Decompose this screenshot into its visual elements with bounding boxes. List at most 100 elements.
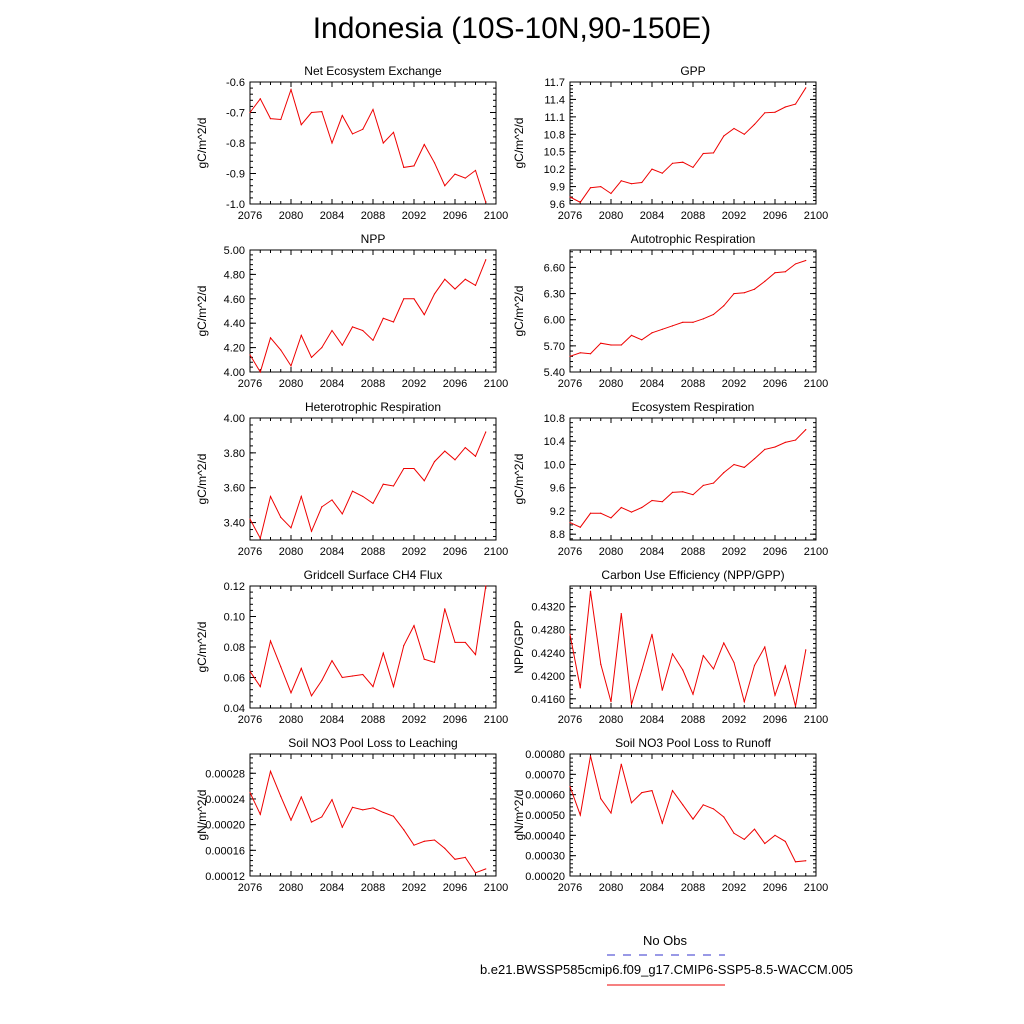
y-tick-label: 0.00020 xyxy=(205,820,245,832)
data-point xyxy=(474,455,477,457)
legend-run-label: b.e21.BWSSP585cmip6.f09_g17.CMIP6-SSP5-8… xyxy=(479,962,854,977)
plot-frame xyxy=(249,249,497,373)
panel-7: Gridcell Surface CH4 Flux 2076 2080 2084 208… xyxy=(195,568,508,726)
y-tick-label: 10.0 xyxy=(544,459,565,471)
panel-5: Heterotrophic Respiration 2076 2080 2084 208… xyxy=(195,400,508,558)
x-tick-label: 2076 xyxy=(238,378,262,390)
data-point xyxy=(692,693,694,695)
y-tick-label: 0.00016 xyxy=(205,845,245,857)
y-tick-label: 11.4 xyxy=(544,94,565,106)
data-point xyxy=(433,162,436,164)
data-point xyxy=(774,446,776,448)
x-tick-label: 2100 xyxy=(484,714,508,726)
y-tick-label: 0.00080 xyxy=(525,749,565,761)
y-tick-label: -0.8 xyxy=(226,138,245,150)
data-point xyxy=(600,342,602,344)
y-tick-label: 4.00 xyxy=(224,413,245,425)
data-point xyxy=(259,537,261,539)
data-point xyxy=(372,502,374,504)
x-tick-label: 2092 xyxy=(722,210,746,222)
y-tick-label: 3.80 xyxy=(224,448,245,460)
data-point xyxy=(464,856,466,858)
y-tick-label: -0.6 xyxy=(226,77,245,89)
y-axis-label: gN/m^2/d xyxy=(195,790,209,841)
series-line xyxy=(569,260,806,357)
data-point xyxy=(764,280,766,282)
x-tick-label: 2084 xyxy=(640,210,664,222)
x-tick-label: 2076 xyxy=(558,882,582,894)
data-point xyxy=(300,334,302,336)
data-point xyxy=(702,804,704,806)
plot-frame xyxy=(569,249,817,373)
series-line xyxy=(569,87,807,203)
data-point xyxy=(310,530,313,532)
data-point xyxy=(444,450,446,452)
data-point xyxy=(753,458,756,460)
data-point xyxy=(259,98,261,100)
data-point xyxy=(464,278,466,280)
data-point xyxy=(620,763,622,765)
data-point xyxy=(661,172,663,174)
series-line xyxy=(249,431,487,540)
data-point xyxy=(331,499,333,501)
panel-title: Carbon Use Efficiency (NPP/GPP) xyxy=(601,568,784,582)
x-tick-label: 2100 xyxy=(804,210,828,222)
data-point xyxy=(454,173,456,175)
data-point xyxy=(784,441,786,443)
data-point xyxy=(651,168,653,170)
data-point xyxy=(392,321,395,323)
data-point xyxy=(764,842,766,845)
data-point xyxy=(569,355,571,357)
data-point xyxy=(743,466,745,468)
y-tick-label: 4.40 xyxy=(224,318,245,330)
data-point xyxy=(454,858,456,860)
y-tick-label: 9.6 xyxy=(550,483,565,495)
series-line xyxy=(569,591,807,707)
data-point xyxy=(569,196,571,198)
data-point xyxy=(651,332,653,334)
y-axis-label: gC/m^2/d xyxy=(195,622,209,673)
data-point xyxy=(310,111,313,114)
x-tick-label: 2088 xyxy=(361,546,385,558)
y-tick-label: 5.40 xyxy=(544,367,565,379)
x-tick-label: 2096 xyxy=(443,210,467,222)
y-tick-label: 11.7 xyxy=(544,77,565,89)
x-tick-label: 2076 xyxy=(558,546,582,558)
y-tick-label: 0.00060 xyxy=(525,790,565,802)
x-tick-label: 2100 xyxy=(804,714,828,726)
data-point xyxy=(702,484,704,486)
data-point xyxy=(579,687,581,689)
data-point xyxy=(403,298,405,300)
data-point xyxy=(641,669,643,671)
data-point xyxy=(579,814,581,816)
y-tick-label: 0.00020 xyxy=(525,871,565,883)
data-point xyxy=(341,513,343,515)
data-point xyxy=(733,463,735,466)
data-point xyxy=(682,321,684,323)
y-tick-label: 6.60 xyxy=(544,262,565,274)
y-axis-label: gC/m^2/d xyxy=(512,118,526,169)
data-point xyxy=(474,169,477,172)
data-point xyxy=(321,816,323,818)
data-point xyxy=(413,165,415,167)
y-tick-label: 3.60 xyxy=(224,483,245,495)
data-point xyxy=(249,791,251,794)
data-point xyxy=(280,666,282,668)
x-tick-label: 2080 xyxy=(599,546,623,558)
data-point xyxy=(310,821,313,823)
x-tick-label: 2096 xyxy=(443,546,467,558)
data-point xyxy=(290,819,292,821)
data-point xyxy=(723,135,725,137)
series-line xyxy=(569,755,806,863)
x-tick-label: 2096 xyxy=(443,378,467,390)
data-point xyxy=(712,313,715,316)
data-point xyxy=(280,349,282,351)
data-point xyxy=(392,686,395,688)
data-point xyxy=(280,795,282,797)
data-point xyxy=(403,829,405,831)
panel-title: Net Ecosystem Exchange xyxy=(304,64,442,78)
data-point xyxy=(723,472,725,474)
y-tick-label: 0.00028 xyxy=(205,768,245,780)
series-line xyxy=(569,429,807,528)
